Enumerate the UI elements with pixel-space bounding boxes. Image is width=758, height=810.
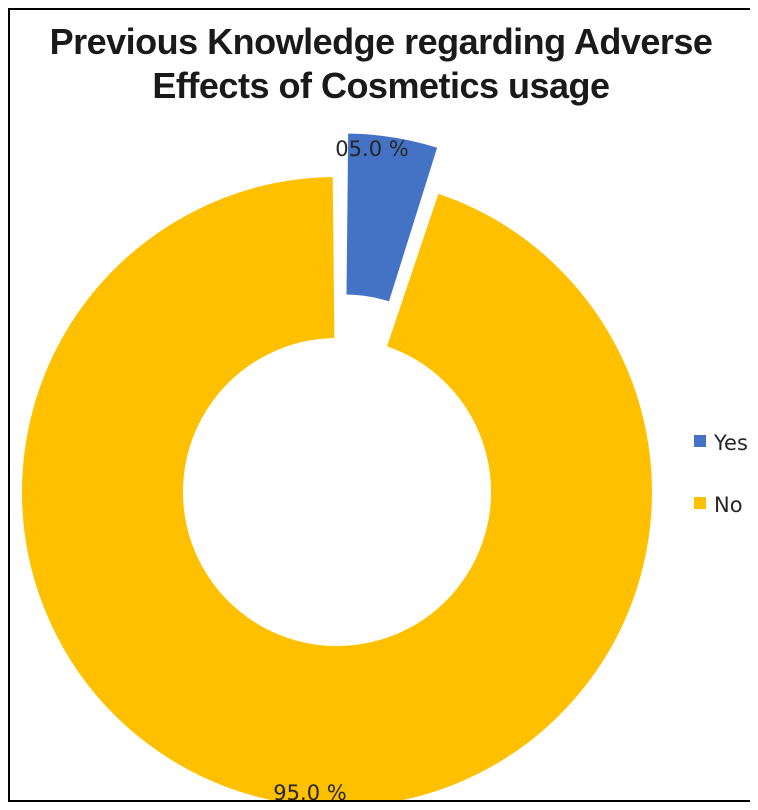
data-label-no: 95.0 % [273,781,346,802]
chart-title-line-2: Effects of Cosmetics usage [152,65,610,106]
chart-title: Previous Knowledge regarding Adverse Eff… [10,20,750,108]
doughnut-chart: 05.0 % 95.0 % Yes No [20,131,748,802]
doughnut-slices [20,131,654,800]
data-label-yes: 05.0 % [335,137,408,161]
slice-yes [344,131,440,304]
chart-frame: Previous Knowledge regarding Adverse Eff… [8,8,750,802]
legend: Yes No [694,431,748,517]
legend-swatch-yes [694,435,706,447]
legend-label-no: No [714,493,743,517]
slice-no [20,175,654,800]
chart-title-line-1: Previous Knowledge regarding Adverse [49,21,713,62]
legend-label-yes: Yes [713,431,748,455]
legend-swatch-no [694,497,706,509]
